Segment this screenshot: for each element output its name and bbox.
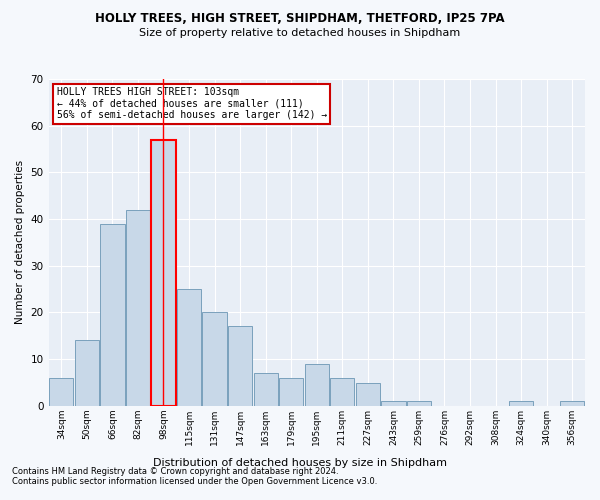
Bar — [330, 378, 355, 406]
Bar — [151, 140, 176, 406]
Bar — [177, 289, 201, 406]
Bar — [407, 401, 431, 406]
Bar — [75, 340, 99, 406]
Bar — [560, 401, 584, 406]
Text: Contains HM Land Registry data © Crown copyright and database right 2024.: Contains HM Land Registry data © Crown c… — [12, 467, 338, 476]
Y-axis label: Number of detached properties: Number of detached properties — [15, 160, 25, 324]
Text: Size of property relative to detached houses in Shipdham: Size of property relative to detached ho… — [139, 28, 461, 38]
Text: HOLLY TREES HIGH STREET: 103sqm
← 44% of detached houses are smaller (111)
56% o: HOLLY TREES HIGH STREET: 103sqm ← 44% of… — [56, 87, 327, 120]
Bar — [509, 401, 533, 406]
Bar — [100, 224, 125, 406]
Bar — [49, 378, 73, 406]
Bar — [126, 210, 150, 406]
Text: Contains public sector information licensed under the Open Government Licence v3: Contains public sector information licen… — [12, 477, 377, 486]
Bar — [381, 401, 406, 406]
Bar — [356, 382, 380, 406]
Text: Distribution of detached houses by size in Shipdham: Distribution of detached houses by size … — [153, 458, 447, 468]
Text: HOLLY TREES, HIGH STREET, SHIPDHAM, THETFORD, IP25 7PA: HOLLY TREES, HIGH STREET, SHIPDHAM, THET… — [95, 12, 505, 26]
Bar — [254, 373, 278, 406]
Bar — [305, 364, 329, 406]
Bar — [279, 378, 304, 406]
Bar — [228, 326, 252, 406]
Bar — [202, 312, 227, 406]
